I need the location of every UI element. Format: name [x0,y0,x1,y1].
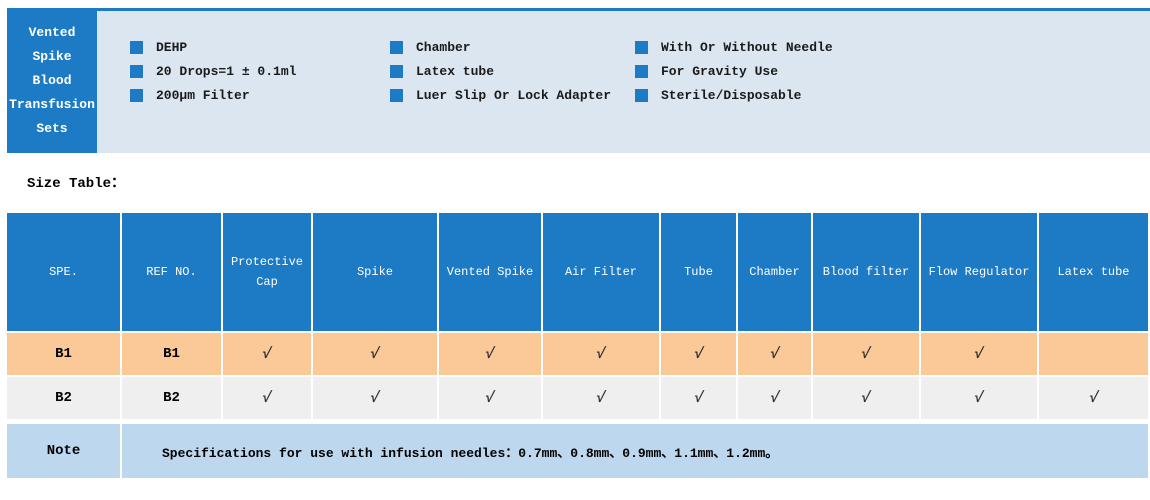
check-icon: √ [859,345,873,363]
bullet-square-icon [635,64,648,78]
feature-label: DEHP [156,39,188,55]
check-icon: √ [368,345,382,363]
check-icon: √ [768,345,781,363]
check-cell: √ [1039,377,1148,419]
check-icon: √ [972,389,986,407]
size-table-label: Size Table： [27,176,126,192]
size-table: SPE. REF NO. Protective Cap Spike Vented Spi… [7,213,1148,419]
check-cell: √ [813,333,919,375]
spe-cell: B1 [7,333,120,375]
check-icon: √ [859,389,873,407]
bullet-square-icon [130,64,143,78]
check-icon: √ [768,389,781,407]
check-icon: √ [1087,389,1100,407]
product-title: Vented Spike Blood Transfusion Sets [7,8,97,153]
check-cell: √ [813,377,919,419]
note-label: Note [7,424,120,478]
feature-item: Chamber [390,35,611,59]
check-cell: √ [661,333,736,375]
check-icon: √ [594,345,608,363]
bullet-square-icon [390,64,403,78]
check-cell: √ [439,377,541,419]
ref-cell: B2 [122,377,221,419]
check-icon: √ [692,389,705,407]
check-cell: √ [223,333,311,375]
column-header: SPE. [7,213,120,331]
ref-value: B2 [163,390,180,406]
spe-cell: B2 [7,377,120,419]
check-cell: √ [439,333,541,375]
feature-item: 200μm Filter [130,83,296,107]
feature-label: For Gravity Use [661,63,779,79]
feature-label: Chamber [416,39,471,55]
column-header: Tube [661,213,736,331]
feature-label: With Or Without Needle [661,39,833,55]
column-header: Vented Spike [439,213,541,331]
feature-item: With Or Without Needle [635,35,833,59]
spe-value: B2 [55,390,72,406]
feature-item: Sterile/Disposable [635,83,833,107]
check-cell: √ [313,377,437,419]
bullet-square-icon [390,88,403,102]
feature-label: 200μm Filter [156,87,250,103]
check-cell: √ [738,333,811,375]
check-icon: √ [692,345,705,363]
column-header: Flow Regulator [921,213,1037,331]
feature-column-1: DEHP 20 Drops=1 ± 0.1ml 200μm Filter [130,35,296,107]
bullet-square-icon [635,88,648,102]
ref-value: B1 [163,346,180,362]
product-title-line: Blood [32,72,72,88]
column-header: REF NO. [122,213,221,331]
check-icon: √ [483,389,497,407]
feature-item: Luer Slip Or Lock Adapter [390,83,611,107]
bullet-square-icon [390,40,403,54]
feature-label: Luer Slip Or Lock Adapter [416,87,612,103]
check-cell: √ [313,333,437,375]
check-icon: √ [260,345,274,363]
check-cell: √ [543,377,659,419]
column-header: Blood filter [813,213,919,331]
product-title-line: Sets [36,120,68,136]
spe-value: B1 [55,346,72,362]
check-icon: √ [483,345,497,363]
feature-column-2: Chamber Latex tube Luer Slip Or Lock Adapt… [390,35,611,107]
check-icon: √ [972,345,986,363]
product-title-line: Spike [32,48,72,64]
check-cell: √ [543,333,659,375]
check-cell: √ [738,377,811,419]
column-header: Air Filter [543,213,659,331]
empty-cell [1039,333,1148,375]
feature-label: Sterile/Disposable [661,87,802,103]
note-row: Note Specifications for use with infusio… [7,424,1148,478]
column-header: Spike [313,213,437,331]
check-icon: √ [368,389,382,407]
column-header: Latex tube [1039,213,1148,331]
check-cell: √ [223,377,311,419]
product-title-line: Vented [28,24,76,40]
product-title-line: Transfusion [9,96,95,112]
check-cell: √ [921,377,1037,419]
feature-column-3: With Or Without Needle For Gravity Use Ste… [635,35,833,107]
feature-item: 20 Drops=1 ± 0.1ml [130,59,296,83]
column-header: Chamber [738,213,811,331]
column-header: Protective Cap [223,213,311,331]
check-cell: √ [921,333,1037,375]
bullet-square-icon [130,40,143,54]
feature-item: For Gravity Use [635,59,833,83]
feature-label: 20 Drops=1 ± 0.1ml [156,63,297,79]
check-icon: √ [594,389,608,407]
feature-item: DEHP [130,35,296,59]
check-icon: √ [260,389,274,407]
check-cell: √ [661,377,736,419]
feature-item: Latex tube [390,59,611,83]
bullet-square-icon [635,40,648,54]
note-text: Specifications for use with infusion nee… [122,424,1148,478]
ref-cell: B1 [122,333,221,375]
feature-panel: DEHP 20 Drops=1 ± 0.1ml 200μm Filter Chamb… [97,8,1150,153]
feature-label: Latex tube [416,63,495,79]
bullet-square-icon [130,88,143,102]
